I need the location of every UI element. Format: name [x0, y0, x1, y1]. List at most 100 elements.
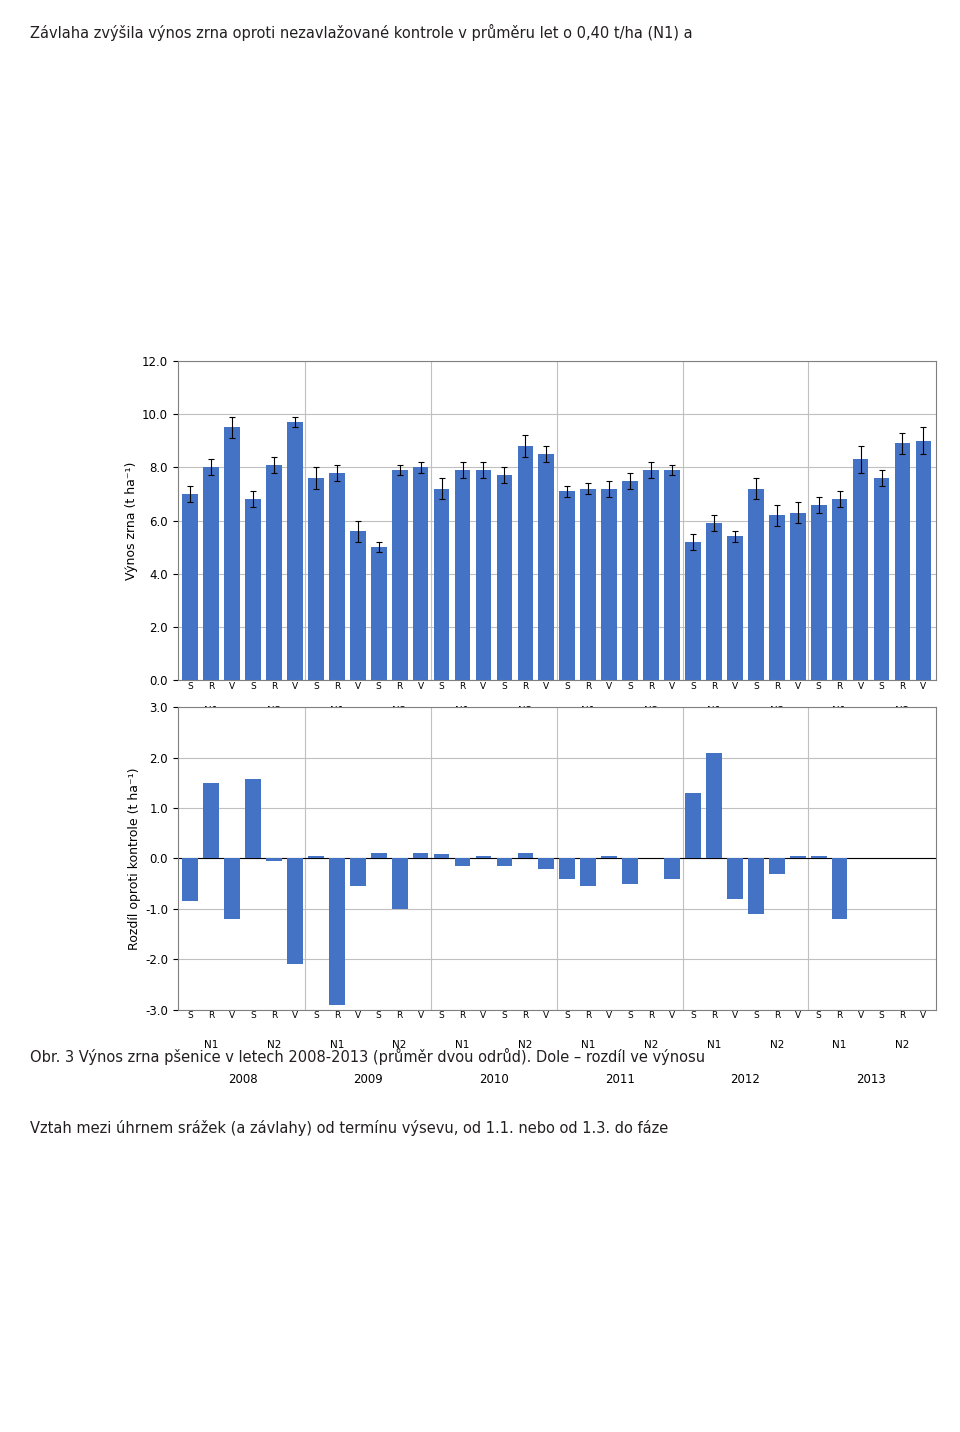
Bar	[539, 859, 554, 869]
Text: N2: N2	[896, 1040, 910, 1050]
Bar	[601, 488, 617, 680]
Text: 2010: 2010	[479, 735, 509, 748]
Bar	[475, 856, 492, 859]
Bar	[581, 859, 596, 886]
Text: N1: N1	[581, 1040, 595, 1050]
Bar	[852, 460, 869, 680]
Text: N2: N2	[267, 1040, 281, 1050]
Bar	[475, 470, 492, 680]
Bar	[769, 859, 784, 874]
Bar	[266, 859, 282, 861]
Bar	[643, 470, 659, 680]
Text: 2013: 2013	[856, 735, 886, 748]
Bar	[308, 856, 324, 859]
Text: N2: N2	[644, 1040, 659, 1050]
Text: N1: N1	[329, 1040, 344, 1050]
Text: Závlaha zvýšila výnos zrna oproti nezavlažované kontrole v průměru let o 0,40 t/: Závlaha zvýšila výnos zrna oproti nezavl…	[30, 24, 692, 42]
Bar	[392, 859, 408, 909]
Y-axis label: Výnos zrna (t ha⁻¹): Výnos zrna (t ha⁻¹)	[125, 461, 137, 580]
Bar	[560, 491, 575, 680]
Bar	[496, 859, 513, 866]
Text: N2: N2	[393, 1040, 407, 1050]
Bar	[245, 500, 261, 680]
Text: N2: N2	[518, 1040, 533, 1050]
Bar	[349, 531, 366, 680]
Text: 2011: 2011	[605, 735, 635, 748]
Bar	[371, 853, 387, 859]
Bar	[790, 856, 805, 859]
Bar	[434, 488, 449, 680]
Bar	[329, 859, 345, 1004]
Bar	[706, 753, 722, 859]
Bar	[517, 853, 533, 859]
Bar	[182, 859, 198, 901]
Y-axis label: Rozdíl oproti kontrole (t ha⁻¹): Rozdíl oproti kontrole (t ha⁻¹)	[128, 768, 141, 949]
Text: N1: N1	[707, 1040, 721, 1050]
Text: Vztah mezi úhrnem srážek (a závlahy) od termínu výsevu, od 1.1. nebo od 1.3. do : Vztah mezi úhrnem srážek (a závlahy) od …	[30, 1120, 668, 1136]
Bar	[790, 513, 805, 680]
Bar	[727, 537, 743, 680]
Text: Obr. 3 Výnos zrna pšenice v letech 2008-2013 (průměr dvou odrůd). Dole – rozdíl : Obr. 3 Výnos zrna pšenice v letech 2008-…	[30, 1048, 705, 1065]
Bar	[204, 783, 219, 859]
Bar	[831, 500, 848, 680]
Text: 2012: 2012	[731, 1073, 760, 1085]
Bar	[811, 504, 827, 680]
Bar	[874, 478, 889, 680]
Bar	[371, 547, 387, 680]
Text: N2: N2	[393, 706, 407, 716]
Text: N2: N2	[770, 1040, 784, 1050]
Bar	[664, 859, 680, 879]
Bar	[182, 494, 198, 680]
Bar	[748, 859, 764, 914]
Bar	[685, 793, 701, 859]
Text: N1: N1	[204, 706, 218, 716]
Bar	[622, 481, 638, 680]
Bar	[434, 855, 449, 859]
Text: N1: N1	[581, 706, 595, 716]
Bar	[413, 467, 428, 680]
Text: 2008: 2008	[228, 735, 257, 748]
Bar	[916, 441, 931, 680]
Text: N2: N2	[518, 706, 533, 716]
Bar	[539, 454, 554, 680]
Text: N1: N1	[455, 706, 469, 716]
Bar	[581, 488, 596, 680]
Bar	[455, 859, 470, 866]
Text: N2: N2	[644, 706, 659, 716]
Text: N1: N1	[707, 706, 721, 716]
Bar	[392, 470, 408, 680]
Bar	[622, 859, 638, 884]
Text: N2: N2	[770, 706, 784, 716]
Bar	[706, 523, 722, 680]
Bar	[329, 473, 345, 680]
Text: N2: N2	[896, 706, 910, 716]
Text: 2009: 2009	[353, 1073, 383, 1085]
Bar	[727, 859, 743, 899]
Text: N1: N1	[832, 1040, 847, 1050]
Bar	[560, 859, 575, 879]
Bar	[831, 859, 848, 919]
Bar	[811, 856, 827, 859]
Bar	[664, 470, 680, 680]
Bar	[769, 516, 784, 680]
Text: 2013: 2013	[856, 1073, 886, 1085]
Text: N2: N2	[267, 706, 281, 716]
Text: N1: N1	[455, 1040, 469, 1050]
Text: N1: N1	[832, 706, 847, 716]
Text: 2008: 2008	[228, 1073, 257, 1085]
Bar	[308, 478, 324, 680]
Text: 2010: 2010	[479, 1073, 509, 1085]
Bar	[517, 445, 533, 680]
Bar	[266, 464, 282, 680]
Bar	[287, 422, 302, 680]
Bar	[748, 488, 764, 680]
Bar	[685, 541, 701, 680]
Text: 2011: 2011	[605, 1073, 635, 1085]
Bar	[225, 427, 240, 680]
Text: 2009: 2009	[353, 735, 383, 748]
Bar	[287, 859, 302, 964]
Text: 2012: 2012	[731, 735, 760, 748]
Bar	[895, 444, 910, 680]
Bar	[601, 856, 617, 859]
Text: N1: N1	[329, 706, 344, 716]
